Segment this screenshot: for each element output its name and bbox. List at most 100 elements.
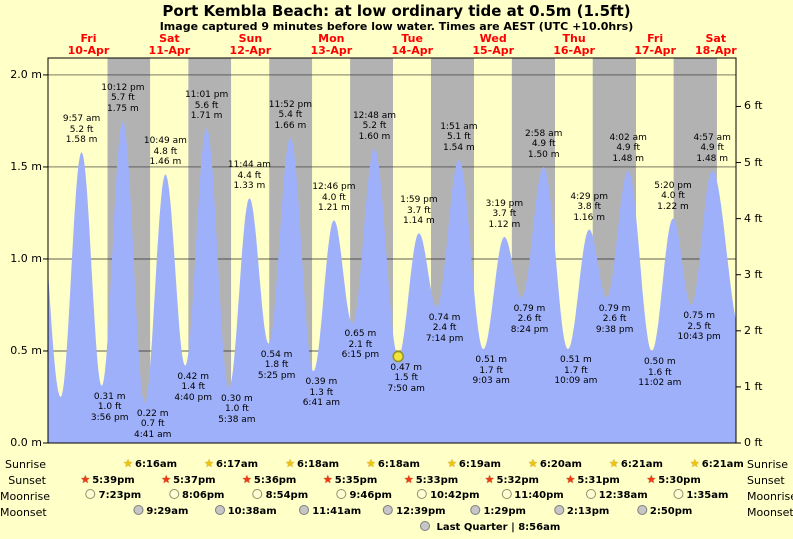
astro-entry-sunset: ★ 5:39pm: [80, 473, 134, 487]
last-quarter-moon-icon: [420, 521, 430, 531]
astro-entry-moonrise: 10:42pm: [417, 489, 480, 502]
moonrise-moon-icon: [417, 489, 428, 499]
astro-time: 12:39pm: [396, 506, 446, 517]
astro-entry-moonset: 2:13pm: [553, 505, 609, 518]
y-axis-label-left: 1.5 m: [10, 159, 42, 173]
astro-time: 2:50pm: [649, 506, 693, 517]
astro-time: 6:18am: [377, 459, 420, 470]
astro-entry-moonset: 12:39pm: [383, 505, 446, 518]
astro-entry-moonrise: 9:46pm: [336, 489, 392, 502]
moon-phase-text: Last Quarter | 8:56am: [436, 522, 561, 533]
moonset-moon-icon: [383, 505, 394, 515]
sunset-star-icon: ★: [646, 473, 657, 486]
y-axis-label-right: 0 ft: [744, 436, 763, 449]
tide-low-label: 0.54 m 1.8 ft 5:25 pm: [257, 349, 296, 381]
astro-entry-sunset: ★ 5:32pm: [485, 473, 539, 487]
astro-row-label-right-moonrise: Moonrise: [747, 490, 793, 503]
tide-low-label: 0.42 m 1.4 ft 4:40 pm: [174, 371, 212, 403]
astro-entry-moonset: 1:29pm: [470, 505, 526, 518]
moonrise-moon-icon: [673, 489, 684, 499]
sunset-star-icon: ★: [242, 473, 252, 486]
astro-entry-sunrise: ★ 6:18am: [366, 457, 420, 471]
moonrise-moon-icon: [168, 489, 179, 499]
astro-row-label-right-sunrise: Sunrise: [747, 458, 789, 471]
astro-time: 5:32pm: [496, 475, 539, 486]
astro-time: 8:06pm: [181, 490, 225, 501]
tide-high-label: 5:20 pm 4.0 ft 1.22 m: [654, 180, 692, 212]
astro-time: 5:33pm: [415, 475, 459, 486]
tide-low-label: 0.22 m 0.7 ft 4:41 am: [134, 408, 172, 440]
tide-high-label: 1:51 am 5.1 ft 1.54 m: [440, 121, 478, 153]
sunset-star-icon: ★: [484, 473, 495, 486]
moonrise-moon-icon: [252, 489, 263, 499]
astro-entry-moonset: 2:50pm: [636, 505, 693, 518]
sunrise-star-icon: ★: [123, 457, 134, 470]
sunrise-star-icon: ★: [447, 457, 457, 470]
y-axis-label-left: 1.0 m: [10, 252, 42, 265]
moonrise-moon-icon: [501, 489, 512, 499]
tide-area: [48, 120, 736, 443]
astro-entry-moonset: 10:38am: [214, 505, 277, 518]
astro-time: 6:20am: [539, 459, 582, 470]
y-axis-label-right: 6 ft: [744, 99, 763, 113]
y-axis-label-right: 4 ft: [744, 211, 763, 225]
astro-time: 11:40pm: [514, 490, 564, 501]
tide-low-label: 0.39 m 1.3 ft 6:41 am: [302, 377, 341, 409]
astro-row-label-left-moonset: Moonset: [0, 506, 47, 519]
astro-entry-sunrise: ★ 6:18am: [285, 457, 339, 471]
tide-high-label: 10:12 pm 5.7 ft 1.75 m: [101, 82, 145, 114]
astro-entry-sunrise: ★ 6:19am: [447, 457, 501, 471]
tide-low-label: 0.65 m 2.1 ft 6:15 pm: [341, 329, 380, 361]
astro-row-label-left-sunrise: Sunrise: [4, 458, 46, 471]
astro-time: 5:30pm: [658, 475, 701, 486]
astro-entry-moonrise: 1:35am: [673, 489, 728, 502]
tide-low-label: 0.51 m 1.7 ft 10:09 am: [554, 355, 598, 387]
tide-high-label: 4:02 am 4.9 ft 1.48 m: [609, 132, 647, 164]
tide-low-label: 0.79 m 2.6 ft 8:24 pm: [510, 303, 549, 335]
astro-time: 5:35pm: [334, 475, 378, 486]
current-tide-marker: [392, 350, 404, 363]
tide-high-label: 1:59 pm 3.7 ft 1.14 m: [400, 195, 438, 227]
astro-entry-sunset: ★ 5:31pm: [566, 473, 620, 487]
day-label: Tue 14-Apr: [391, 32, 434, 57]
tide-high-label: 4:57 am 4.9 ft 1.48 m: [693, 132, 731, 164]
astro-time: 7:23pm: [98, 490, 142, 501]
moon-phase-footer: Last Quarter | 8:56am: [420, 521, 560, 533]
astro-row-label-left-sunset: Sunset: [8, 474, 46, 487]
y-axis-label-left: 2.0 m: [10, 67, 42, 81]
astro-time: 5:36pm: [253, 475, 297, 486]
moonset-moon-icon: [470, 505, 481, 515]
day-label: Sun 12-Apr: [229, 32, 272, 57]
tide-low-label: 0.47 m 1.5 ft 7:50 am: [387, 362, 425, 394]
astro-time: 8:54pm: [265, 490, 309, 501]
sunrise-star-icon: ★: [285, 457, 296, 470]
astro-entry-sunrise: ★ 6:21am: [690, 457, 744, 471]
sunset-star-icon: ★: [565, 473, 576, 486]
sunrise-star-icon: ★: [366, 457, 376, 470]
astro-entry-sunrise: ★ 6:21am: [609, 457, 663, 471]
astro-entry-sunset: ★ 5:30pm: [646, 473, 700, 487]
day-label: Fri 17-Apr: [634, 32, 676, 57]
astro-entry-moonrise: 11:40pm: [501, 489, 564, 502]
astro-time: 1:35am: [686, 490, 729, 501]
astro-time: 11:41am: [312, 506, 362, 517]
astro-time: 5:37pm: [173, 475, 216, 486]
sunrise-star-icon: ★: [609, 457, 619, 470]
astro-time: 6:21am: [620, 459, 663, 470]
astro-time: 5:39pm: [92, 475, 135, 486]
moonset-moon-icon: [553, 505, 564, 515]
y-axis-label-right: 3 ft: [744, 267, 763, 281]
astro-entry-moonrise: 8:06pm: [168, 489, 225, 502]
day-label: Sat 18-Apr: [694, 32, 737, 57]
astro-entry-sunset: ★ 5:37pm: [161, 473, 215, 487]
astro-time: 6:19am: [458, 459, 501, 470]
tide-high-label: 2:58 am 4.9 ft 1.50 m: [525, 128, 563, 160]
tide-low-label: 0.50 m 1.6 ft 11:02 am: [638, 357, 682, 388]
astro-time: 9:46pm: [349, 490, 392, 501]
astro-time: 1:29pm: [483, 506, 526, 517]
astro-entry-moonrise: 12:38am: [585, 489, 648, 502]
day-label: Wed 15-Apr: [472, 32, 515, 57]
day-label: Mon 13-Apr: [310, 32, 353, 57]
